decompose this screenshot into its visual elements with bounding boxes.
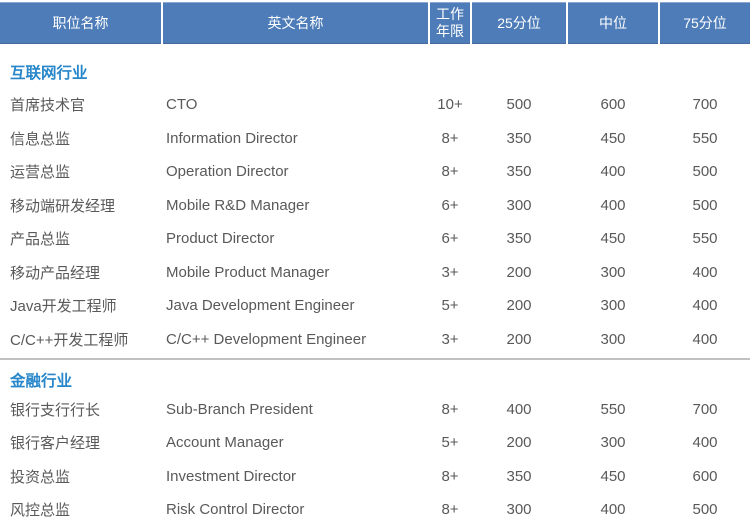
cell-position-en: Product Director — [166, 230, 275, 248]
cell-work-years: 3+ — [441, 263, 459, 281]
cell-median: 450 — [600, 467, 626, 485]
cell-percentile-25: 300 — [506, 501, 532, 519]
header-percentile-25: 25分位 — [472, 2, 566, 44]
cell-position-cn: 运营总监 — [10, 164, 71, 182]
cell-percentile-25: 500 — [506, 96, 532, 114]
cell-position-cn: 首席技术官 — [10, 97, 86, 115]
cell-median: 550 — [600, 400, 626, 418]
cell-percentile-25: 300 — [506, 196, 532, 214]
cell-position-en: Sub-Branch President — [166, 400, 313, 418]
cell-position-en: Java Development Engineer — [166, 297, 355, 315]
cell-work-years: 3+ — [441, 330, 459, 348]
cell-position-en: C/C++ Development Engineer — [166, 330, 367, 348]
table-header: 职位名称 英文名称 工作年限 25分位 中位 75分位 — [0, 2, 750, 44]
section-divider — [0, 358, 750, 360]
header-percentile-75: 75分位 — [660, 2, 750, 44]
cell-percentile-75: 600 — [692, 467, 718, 485]
table-row: 信息总监 Information Director 8+ 350 450 550 — [0, 122, 750, 156]
cell-work-years: 8+ — [441, 129, 459, 147]
cell-percentile-75: 500 — [692, 196, 718, 214]
cell-percentile-75: 500 — [692, 501, 718, 519]
cell-median: 400 — [600, 196, 626, 214]
cell-median: 450 — [600, 230, 626, 248]
cell-median: 300 — [600, 263, 626, 281]
table-body: 互联网行业首席技术官 CTO 10+ 500 600 700 信息总监 Information… — [0, 44, 750, 527]
cell-work-years: 5+ — [441, 434, 459, 452]
table-row: 运营总监 Operation Director 8+ 350 400 500 — [0, 155, 750, 189]
cell-percentile-25: 350 — [506, 163, 532, 181]
table-row: 投资总监 Investment Director 8+ 350 450 600 — [0, 460, 750, 494]
cell-work-years: 8+ — [441, 501, 459, 519]
cell-percentile-75: 400 — [692, 434, 718, 452]
cell-work-years: 5+ — [441, 297, 459, 315]
section-title: 金融行业 — [10, 373, 73, 390]
cell-position-cn: 移动端研发经理 — [10, 197, 116, 215]
cell-position-cn: 银行支行行长 — [10, 401, 101, 419]
cell-percentile-75: 550 — [692, 230, 718, 248]
cell-percentile-25: 200 — [506, 330, 532, 348]
header-work-years: 工作年限 — [430, 2, 470, 44]
header-position-cn: 职位名称 — [0, 2, 161, 44]
cell-percentile-75: 400 — [692, 330, 718, 348]
cell-position-en: CTO — [166, 96, 198, 114]
cell-percentile-25: 350 — [506, 230, 532, 248]
cell-work-years: 8+ — [441, 400, 459, 418]
cell-position-cn: 风控总监 — [10, 502, 71, 520]
cell-position-en: Information Director — [166, 129, 298, 147]
cell-position-en: Mobile Product Manager — [166, 263, 330, 281]
cell-percentile-25: 400 — [506, 400, 532, 418]
table-row: 产品总监 Product Director 6+ 350 450 550 — [0, 222, 750, 256]
cell-position-cn: 移动产品经理 — [10, 264, 101, 282]
header-position-en: 英文名称 — [163, 2, 428, 44]
cell-percentile-75: 400 — [692, 297, 718, 315]
table-row: 移动端研发经理 Mobile R&D Manager 6+ 300 400 500 — [0, 189, 750, 223]
table-row: C/C++开发工程师 C/C++ Development Engineer 3+ 20… — [0, 323, 750, 357]
cell-median: 300 — [600, 297, 626, 315]
cell-percentile-75: 550 — [692, 129, 718, 147]
cell-median: 400 — [600, 163, 626, 181]
cell-work-years: 6+ — [441, 230, 459, 248]
cell-percentile-25: 350 — [506, 467, 532, 485]
cell-median: 600 — [600, 96, 626, 114]
cell-percentile-25: 350 — [506, 129, 532, 147]
cell-percentile-25: 200 — [506, 263, 532, 281]
cell-position-cn: 投资总监 — [10, 468, 71, 486]
cell-percentile-75: 700 — [692, 400, 718, 418]
cell-position-en: Account Manager — [166, 434, 284, 452]
table-row: 银行客户经理 Account Manager 5+ 200 300 400 — [0, 426, 750, 460]
cell-median: 300 — [600, 330, 626, 348]
table-row: 首席技术官 CTO 10+ 500 600 700 — [0, 88, 750, 122]
cell-median: 300 — [600, 434, 626, 452]
section-title: 互联网行业 — [10, 65, 88, 82]
cell-work-years: 8+ — [441, 163, 459, 181]
cell-work-years: 6+ — [441, 196, 459, 214]
header-median: 中位 — [568, 2, 658, 44]
cell-percentile-25: 200 — [506, 434, 532, 452]
cell-work-years: 10+ — [437, 96, 463, 114]
cell-median: 400 — [600, 501, 626, 519]
cell-percentile-75: 700 — [692, 96, 718, 114]
cell-position-cn: 银行客户经理 — [10, 435, 101, 453]
cell-percentile-75: 500 — [692, 163, 718, 181]
cell-median: 450 — [600, 129, 626, 147]
table-row: Java开发工程师 Java Development Engineer 5+ 200 3… — [0, 289, 750, 323]
cell-position-cn: 产品总监 — [10, 231, 71, 249]
cell-position-en: Mobile R&D Manager — [166, 196, 310, 214]
cell-position-cn: C/C++开发工程师 — [10, 331, 129, 349]
cell-position-cn: Java开发工程师 — [10, 298, 117, 316]
cell-position-en: Investment Director — [166, 467, 297, 485]
table-row: 风控总监 Risk Control Director 8+ 300 400 500 — [0, 493, 750, 527]
cell-position-cn: 信息总监 — [10, 130, 71, 148]
table-row: 银行支行行长 Sub-Branch President 8+ 400 550 700 — [0, 393, 750, 427]
cell-position-en: Risk Control Director — [166, 501, 305, 519]
cell-percentile-75: 400 — [692, 263, 718, 281]
cell-work-years: 8+ — [441, 467, 459, 485]
table-row: 移动产品经理 Mobile Product Manager 3+ 200 300 400 — [0, 256, 750, 290]
cell-position-en: Operation Director — [166, 163, 289, 181]
cell-percentile-25: 200 — [506, 297, 532, 315]
